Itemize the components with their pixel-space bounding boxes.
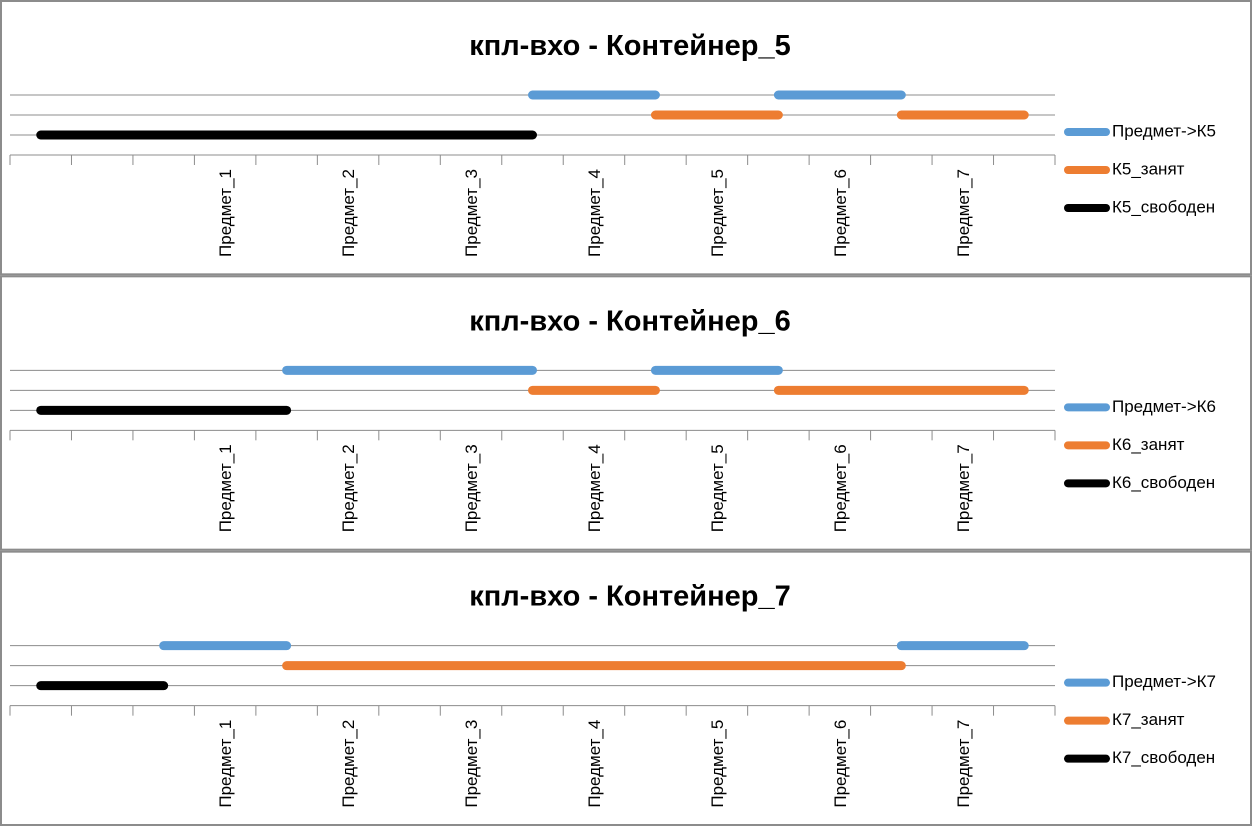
x-tick-label: Предмет_6	[831, 444, 850, 532]
chart-title: кпл-вхо - Контейнер_5	[469, 30, 791, 62]
x-tick-label: Предмет_4	[585, 444, 604, 532]
x-tick-label: Предмет_3	[462, 169, 481, 257]
chart-panel: кпл-вхо - Контейнер_6 Предмет_1 Предмет_2 П…	[0, 275, 1252, 551]
x-tick-label: Предмет_6	[831, 169, 850, 257]
legend-label: Предмет->К7	[1112, 672, 1216, 691]
x-tick-label: Предмет_5	[708, 720, 727, 808]
legend-label: К6_свободен	[1112, 473, 1215, 492]
chart-panel: кпл-вхо - Контейнер_7 Предмет_1 Предмет_2 П…	[0, 550, 1252, 826]
x-tick-label: Предмет_5	[708, 444, 727, 532]
x-tick-label: Предмет_6	[831, 720, 850, 808]
x-tick-label: Предмет_2	[339, 720, 358, 808]
x-tick-label: Предмет_1	[216, 169, 235, 257]
x-tick-label: Предмет_1	[216, 444, 235, 532]
panel-border	[0, 550, 1252, 826]
x-tick-label: Предмет_1	[216, 720, 235, 808]
legend-label: К7_свободен	[1112, 748, 1215, 767]
legend-label: К7_занят	[1112, 710, 1185, 729]
x-tick-label: Предмет_2	[339, 444, 358, 532]
x-tick-label: Предмет_4	[585, 720, 604, 808]
legend-label: К5_занят	[1112, 159, 1185, 178]
legend-label: К6_занят	[1112, 435, 1185, 454]
x-tick-label: Предмет_5	[708, 169, 727, 257]
chart-title: кпл-вхо - Контейнер_6	[469, 305, 791, 337]
chart-panel: кпл-вхо - Контейнер_5 Предмет_1 Предмет_2 П…	[0, 0, 1252, 276]
x-tick-label: Предмет_2	[339, 169, 358, 257]
chart-title: кпл-вхо - Контейнер_7	[469, 581, 791, 613]
x-tick-label: Предмет_7	[954, 720, 973, 808]
legend-label: К5_свободен	[1112, 197, 1215, 216]
x-tick-label: Предмет_3	[462, 444, 481, 532]
x-tick-label: Предмет_7	[954, 444, 973, 532]
x-tick-label: Предмет_3	[462, 720, 481, 808]
legend-label: Предмет->К5	[1112, 121, 1216, 140]
legend-label: Предмет->К6	[1112, 397, 1216, 416]
x-tick-label: Предмет_4	[585, 169, 604, 257]
x-tick-label: Предмет_7	[954, 169, 973, 257]
